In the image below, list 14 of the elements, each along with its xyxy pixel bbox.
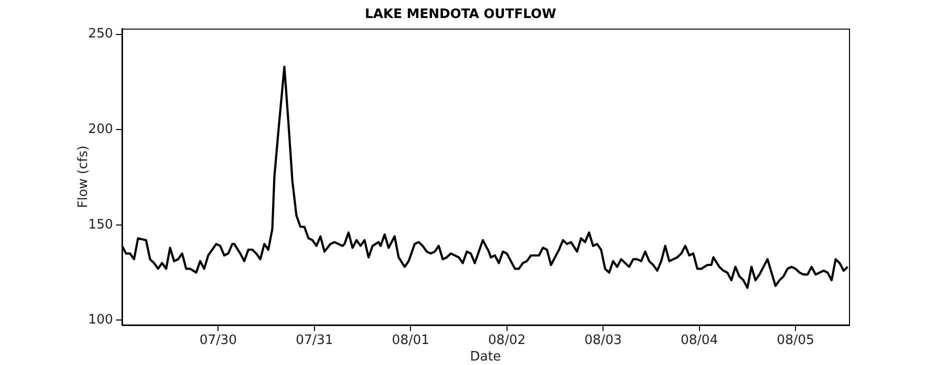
x-tick-label: 07/31 [296, 333, 334, 348]
x-tick-label: 08/03 [584, 333, 622, 348]
y-tick-label: 100 [88, 312, 113, 328]
x-tick-label: 08/05 [776, 333, 814, 348]
x-tick-label: 08/04 [680, 333, 718, 348]
y-tick-label: 150 [88, 217, 113, 232]
chart-title: LAKE MENDOTA OUTFLOW [364, 7, 556, 22]
x-tick-label: 08/01 [392, 333, 430, 348]
x-tick-label: 08/02 [488, 333, 526, 348]
y-tick-label: 250 [88, 26, 113, 42]
x-axis-title: Date [470, 350, 502, 365]
y-tick-label: 200 [88, 122, 113, 137]
y-axis-title: Flow (cfs) [76, 146, 92, 208]
x-tick-label: 07/30 [199, 333, 237, 348]
